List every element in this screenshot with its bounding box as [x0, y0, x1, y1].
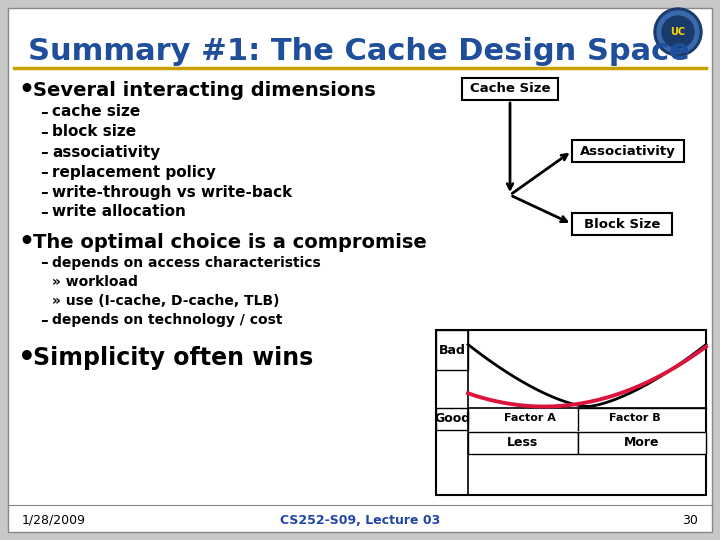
Text: –: – [40, 165, 48, 179]
Text: –: – [40, 185, 48, 199]
Bar [572, 140, 684, 162]
Bar [436, 330, 706, 495]
Bar [436, 330, 468, 370]
Text: 30: 30 [682, 514, 698, 526]
Text: The optimal choice is a compromise: The optimal choice is a compromise [33, 233, 427, 252]
Text: More: More [624, 436, 660, 449]
Circle shape [654, 8, 702, 56]
Text: –: – [40, 105, 48, 119]
Circle shape [662, 16, 694, 48]
Text: Summary #1: The Cache Design Space: Summary #1: The Cache Design Space [28, 37, 690, 66]
Text: Cache Size: Cache Size [469, 83, 550, 96]
Text: replacement policy: replacement policy [52, 165, 216, 179]
Text: •: • [18, 230, 34, 254]
Text: CS252-S09, Lecture 03: CS252-S09, Lecture 03 [280, 514, 440, 526]
Text: depends on access characteristics: depends on access characteristics [52, 256, 320, 270]
Text: –: – [40, 255, 48, 271]
Text: Factor B: Factor B [609, 413, 661, 423]
Text: Associativity: Associativity [580, 145, 676, 158]
Bar [436, 408, 468, 430]
Bar [578, 432, 706, 454]
Text: cache size: cache size [52, 105, 140, 119]
Text: Several interacting dimensions: Several interacting dimensions [33, 80, 376, 99]
Text: –: – [40, 313, 48, 327]
Text: » use (I-cache, D-cache, TLB): » use (I-cache, D-cache, TLB) [52, 294, 279, 308]
Text: Simplicity often wins: Simplicity often wins [33, 346, 313, 370]
Text: UC: UC [670, 27, 685, 37]
Text: Good: Good [434, 413, 470, 426]
Text: » workload: » workload [52, 275, 138, 289]
Text: –: – [40, 125, 48, 139]
Bar [462, 78, 558, 100]
Text: Less: Less [508, 436, 539, 449]
Text: 1/28/2009: 1/28/2009 [22, 514, 86, 526]
Text: •: • [18, 78, 34, 102]
Text: write allocation: write allocation [52, 205, 186, 219]
Text: write-through vs write-back: write-through vs write-back [52, 185, 292, 199]
Text: –: – [40, 205, 48, 219]
Text: associativity: associativity [52, 145, 161, 159]
Bar [468, 432, 578, 454]
Text: Bad: Bad [438, 343, 465, 356]
Bar [572, 213, 672, 235]
Text: block size: block size [52, 125, 136, 139]
Text: depends on technology / cost: depends on technology / cost [52, 313, 282, 327]
Text: Block Size: Block Size [584, 218, 660, 231]
Text: –: – [40, 145, 48, 159]
Text: •: • [18, 344, 36, 372]
Circle shape [657, 11, 699, 53]
Text: Factor A: Factor A [504, 413, 556, 423]
